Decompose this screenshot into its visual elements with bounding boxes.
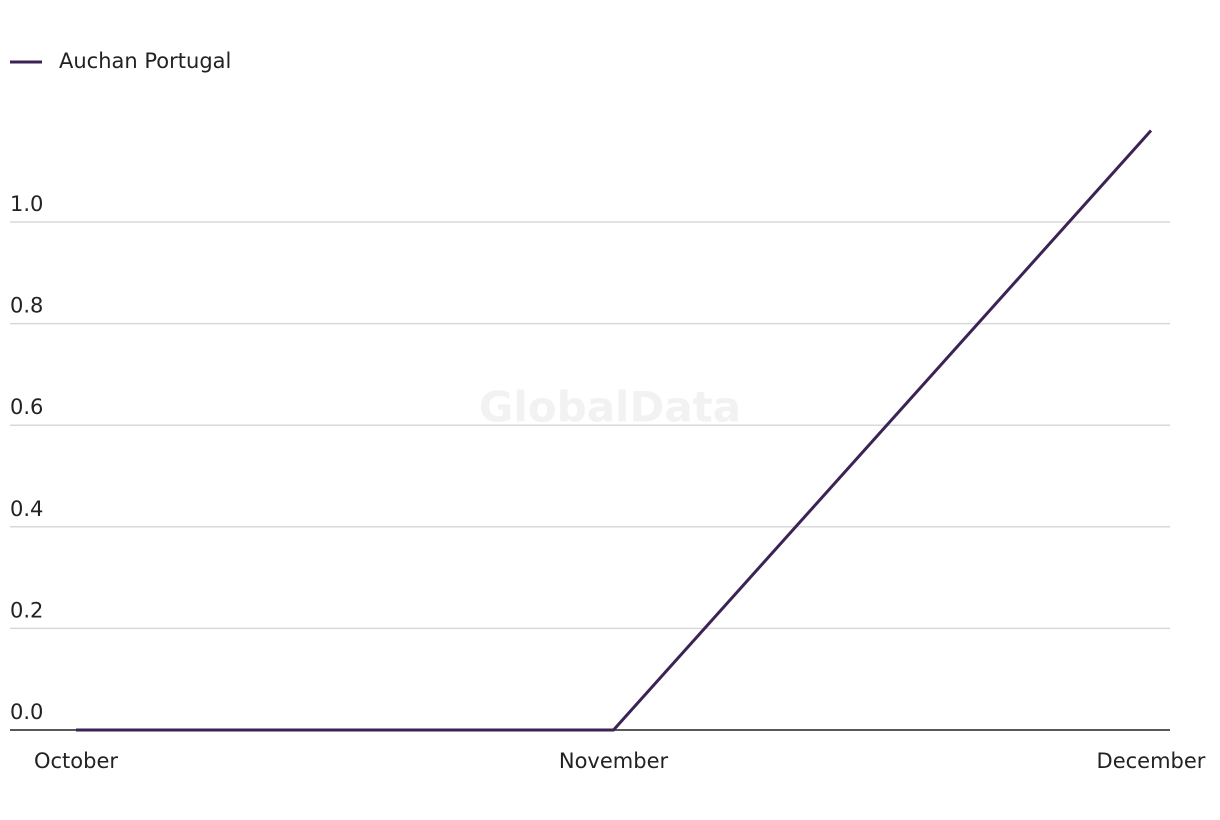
- x-tick-label: December: [1097, 749, 1206, 773]
- x-tick-label: October: [34, 749, 118, 773]
- x-tick-label: November: [559, 749, 669, 773]
- y-tick-label: 1.0: [10, 192, 43, 216]
- y-tick-label: 0.0: [10, 700, 43, 724]
- data-line: [76, 129, 1153, 732]
- y-tick-label: 0.2: [10, 598, 43, 622]
- y-tick-label: 0.8: [10, 294, 43, 318]
- legend-label: Auchan Portugal: [59, 49, 231, 73]
- watermark: GlobalData: [479, 383, 741, 432]
- y-tick-label: 0.4: [10, 497, 43, 521]
- y-tick-label: 0.6: [10, 395, 43, 419]
